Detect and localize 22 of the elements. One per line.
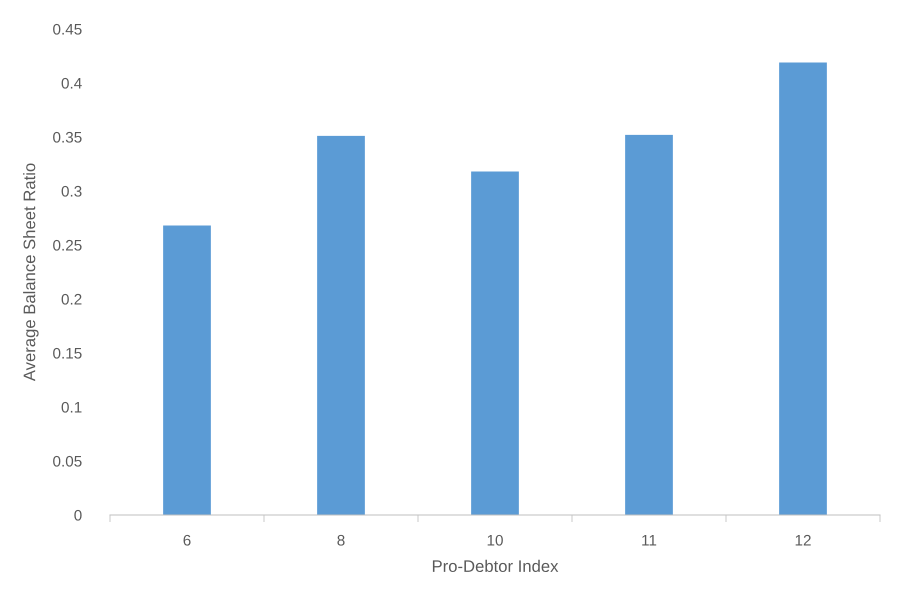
x-tick-label: 8 [337, 534, 345, 546]
y-tick-label: 0.45 [53, 24, 82, 35]
bar [779, 62, 827, 515]
bar [163, 226, 211, 515]
x-tick-label: 12 [796, 534, 811, 546]
y-tick-label: 0.05 [53, 456, 82, 467]
y-tick-label: 0.4 [62, 78, 82, 89]
y-tick-label: 0.35 [53, 132, 82, 143]
y-tick-label: 0 [74, 510, 82, 521]
y-tick-label: 0.25 [53, 240, 82, 251]
bar [471, 172, 519, 515]
y-tick-label: 0.15 [53, 348, 82, 359]
x-tick-label: 11 [642, 535, 656, 546]
y-tick-label: 0.3 [62, 186, 82, 197]
x-axis-title: Pro-Debtor Index [432, 560, 558, 572]
y-axis-title: Average Balance Sheet Ratio [23, 164, 39, 382]
bar [317, 136, 365, 515]
y-tick-label: 0.2 [62, 294, 82, 305]
x-tick-label: 10 [488, 534, 503, 546]
x-tick-label: 6 [184, 534, 191, 546]
bar [625, 134, 673, 515]
y-tick-label: 0.1 [62, 402, 82, 413]
